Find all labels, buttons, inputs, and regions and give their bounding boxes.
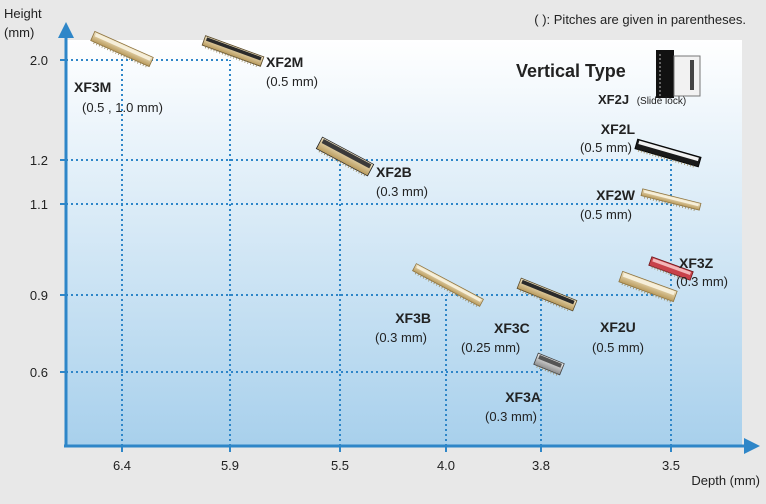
label-xf3c: XF3C [494,320,530,336]
y-axis-label-unit: (mm) [4,25,34,40]
connector-xf3m [90,30,154,68]
pitch-xf2u: (0.5 mm) [592,340,644,355]
vertical-type-sub: (Slide lock) [637,96,686,107]
y-axis-label-line2: (mm) [4,25,34,40]
label-xf3a: XF3A [505,389,541,405]
y-axis-label-line1: Height [4,6,42,21]
vertical-connector-image [656,50,701,98]
vertical-type-model: XF2J [598,92,629,107]
x-tick-label-5: 3.5 [662,458,680,473]
vertical-type-name: XF2J (Slide lock) [598,92,686,107]
pitch-xf2w: (0.5 mm) [580,207,632,222]
pitch-xf3m: (0.5 , 1.0 mm) [82,100,163,115]
y-tick-label-4: 0.6 [30,365,48,380]
connector-xf2b [315,136,375,177]
label-xf2b: XF2B [376,164,412,180]
pitch-xf2b: (0.3 mm) [376,184,428,199]
plot-area [66,40,742,445]
pitch-xf3z: (0.3 mm) [676,274,728,289]
x-tick-label-1: 5.9 [221,458,239,473]
pitch-xf2l: (0.5 mm) [580,140,632,155]
vertical-type-group: Vertical Type XF2J (Slide lock) [516,50,701,107]
y-tick-label-2: 1.1 [30,197,48,212]
pitch-xf3b: (0.3 mm) [375,330,427,345]
vertical-type-title: Vertical Type [516,61,626,81]
connector-images [90,30,702,376]
label-xf3z: XF3Z [679,255,714,271]
connector-xf3b [412,263,484,307]
y-axis-label: Height [4,6,42,21]
connector-xf3c [516,277,578,312]
point-labels: XF3M (0.5 , 1.0 mm) XF2M (0.5 mm) XF2B (0.3 m… [74,54,728,424]
pitch-xf3c: (0.25 mm) [461,340,520,355]
x-tick-label-0: 6.4 [113,458,131,473]
label-xf3m: XF3M [74,79,111,95]
x-tick-label-4: 3.8 [532,458,550,473]
label-xf3b: XF3B [395,310,431,326]
tick-labels: 6.4 5.9 5.5 4.0 3.8 3.5 2.0 1.2 1.1 0.9 0.6 [30,53,680,473]
label-xf2m: XF2M [266,54,303,70]
x-tick-label-3: 4.0 [437,458,455,473]
label-xf2w: XF2W [596,187,636,203]
connector-xf3z [648,256,694,281]
x-axis-arrow [744,438,760,454]
pitch-xf3a: (0.3 mm) [485,409,537,424]
y-axis-arrow [58,22,74,38]
connector-xf2m [201,35,265,67]
y-tick-label-1: 1.2 [30,153,48,168]
connector-xf2w [640,188,702,211]
gridlines [66,59,672,446]
connector-xf2u [618,270,678,303]
pitch-note: ( ): Pitches are given in parentheses. [534,12,746,27]
x-axis-label: Depth (mm) [691,473,760,488]
pitch-xf2m: (0.5 mm) [266,74,318,89]
x-tick-label-2: 5.5 [331,458,349,473]
connector-xf2l [634,138,702,168]
y-tick-label-3: 0.9 [30,288,48,303]
y-tick-label-0: 2.0 [30,53,48,68]
connector-xf3a [533,352,565,376]
label-xf2u: XF2U [600,319,636,335]
label-xf2l: XF2L [601,121,636,137]
